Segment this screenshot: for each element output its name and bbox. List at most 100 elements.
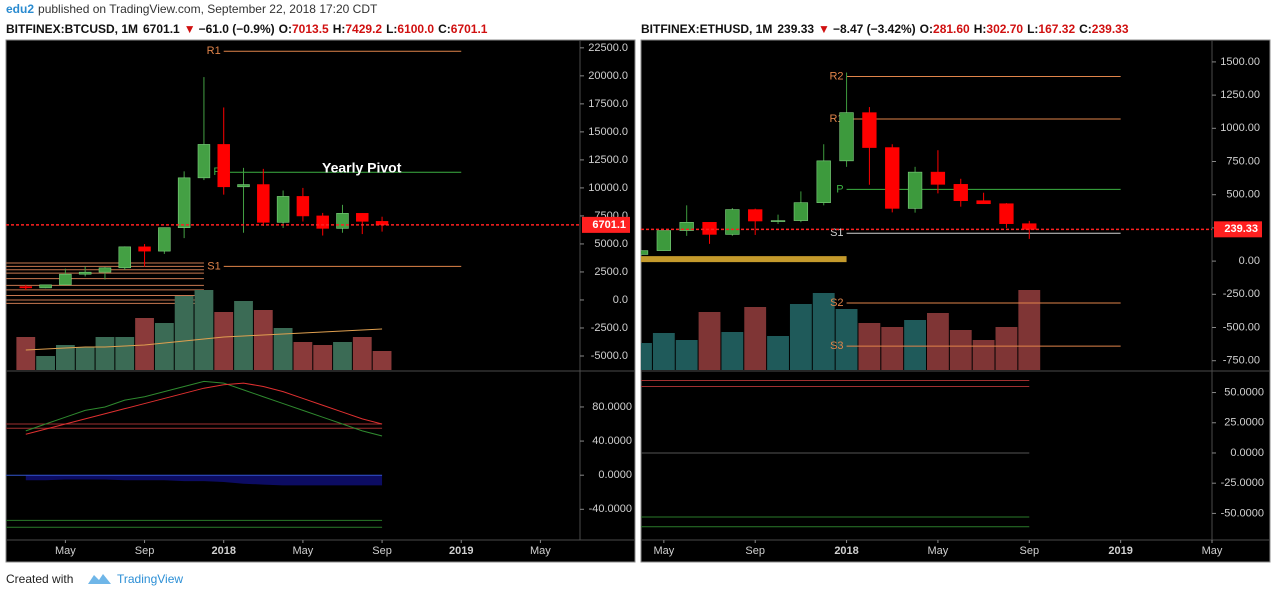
indicator-pane: [641, 379, 1030, 528]
y-tick-label: 2500.0: [594, 266, 628, 278]
y-tick-label: 1500.00: [1220, 56, 1260, 68]
published: published on TradingView.com, September …: [38, 2, 378, 16]
volume-bar: [313, 345, 333, 370]
y-tick-label: 17500.0: [588, 98, 628, 110]
price-tag-label: 6701.1: [592, 219, 626, 231]
volume-ma: [25, 328, 383, 351]
y-tick-label: 25.0000: [1224, 417, 1264, 429]
candle-body: [19, 286, 33, 289]
candle-body: [1022, 223, 1037, 230]
symbol: BITFINEX:ETHUSD, 1M: [641, 22, 772, 36]
y-tick-label: 80.0000: [592, 401, 632, 413]
candle-body: [296, 196, 310, 217]
pivot-label: R1: [207, 45, 221, 57]
x-tick-label: May: [530, 545, 551, 557]
candle-body: [158, 227, 171, 252]
change: −8.47 (−3.42%): [833, 22, 916, 36]
ohlc-label: C:: [1079, 22, 1092, 36]
pivot-label: S1: [207, 260, 220, 272]
y-tick-label: 20000.0: [588, 70, 628, 82]
candle-body: [356, 213, 369, 222]
candle-body: [237, 184, 250, 188]
y-tick-label: 15000.0: [588, 126, 628, 138]
candle-body: [953, 184, 968, 201]
y-tick-label: 0.0000: [1230, 447, 1264, 459]
candle-body: [793, 202, 809, 221]
y-tick-label: -2500.0: [591, 322, 628, 334]
candle-body: [770, 220, 786, 222]
volume-bar: [333, 342, 352, 370]
candle-body: [839, 112, 854, 162]
candle-body: [816, 160, 831, 203]
symbol-header: BITFINEX:BTCUSD, 1M 6701.1 ▼ −61.0 (−0.9%) O…: [6, 22, 488, 36]
y-tick-label: 0.00: [1239, 255, 1260, 267]
volume-bar: [812, 293, 835, 370]
volume-bar: [75, 347, 95, 370]
change-arrow: ▼: [184, 22, 196, 36]
publisher[interactable]: edu2: [6, 2, 34, 16]
volume-bar: [721, 332, 744, 370]
x-tick-label: May: [55, 545, 76, 557]
volume-bar: [767, 336, 789, 370]
volume-bar: [55, 345, 75, 370]
x-tick-label: Sep: [1019, 545, 1039, 557]
ohlc-value: 7429.2: [345, 22, 382, 36]
volume-bar: [698, 312, 721, 370]
candle-body: [641, 250, 649, 255]
y-tick-label: 750.00: [1226, 155, 1260, 167]
ohlc-label: H:: [974, 22, 987, 36]
y-tick-label: 1000.00: [1220, 122, 1260, 134]
candle-body: [118, 246, 131, 269]
candle-body: [885, 147, 900, 209]
last-price: 239.33: [777, 22, 814, 36]
x-tick-label: May: [293, 545, 314, 557]
y-tick-label: -500.00: [1223, 321, 1260, 333]
candle-body: [656, 230, 671, 251]
x-tick-label: 2019: [449, 545, 473, 557]
candle-body: [197, 144, 211, 179]
x-tick-label: Sep: [372, 545, 392, 557]
y-tick-label: 12500.0: [588, 154, 628, 166]
brand[interactable]: TradingView: [117, 572, 183, 586]
volume-bar: [641, 343, 652, 370]
x-tick-label: May: [653, 545, 674, 557]
volume-bar: [352, 337, 372, 370]
y-tick-label: -250.00: [1223, 288, 1260, 300]
volume-bar: [154, 323, 174, 370]
ohlc-value: 6701.1: [451, 22, 488, 36]
publish-line: edu2 published on TradingView.com, Septem…: [6, 2, 378, 16]
price-tag: [1214, 221, 1262, 238]
candle-body: [862, 112, 877, 148]
volume-bar: [789, 304, 812, 370]
volume-bar: [904, 320, 926, 370]
candle-body: [725, 209, 740, 235]
volume-bar: [835, 309, 858, 370]
candle-body: [138, 246, 151, 252]
ohlc-value: 6100.0: [397, 22, 434, 36]
candle-body: [59, 273, 72, 286]
candle-body: [316, 215, 329, 229]
separators: [6, 40, 1270, 541]
volume-bar: [174, 296, 194, 370]
charts: R1 P S1 Yearly Pivot BITFINEX:BTCUSD, 1M 6701…: [6, 22, 1264, 557]
candle-body: [336, 213, 349, 229]
x-tick-label: 2018: [211, 545, 235, 557]
volume-bar: [995, 327, 1018, 370]
y-tick-label: 500.00: [1226, 189, 1260, 201]
volume-bar: [972, 340, 995, 370]
price-tag: [582, 216, 630, 233]
candle-body: [930, 171, 946, 185]
volume-bar: [273, 328, 293, 370]
pivot-label: R2: [829, 70, 843, 82]
price-tag-label: 239.33: [1224, 223, 1258, 235]
candle-body: [257, 184, 270, 223]
candle-body: [98, 267, 112, 273]
candle-body: [276, 196, 290, 223]
x-tick-label: 2019: [1108, 545, 1132, 557]
indicator-line: [25, 382, 383, 435]
x-tick-label: Sep: [135, 545, 155, 557]
y-tick-label: -50.0000: [1221, 507, 1264, 519]
ohlc-value: 302.70: [986, 22, 1023, 36]
